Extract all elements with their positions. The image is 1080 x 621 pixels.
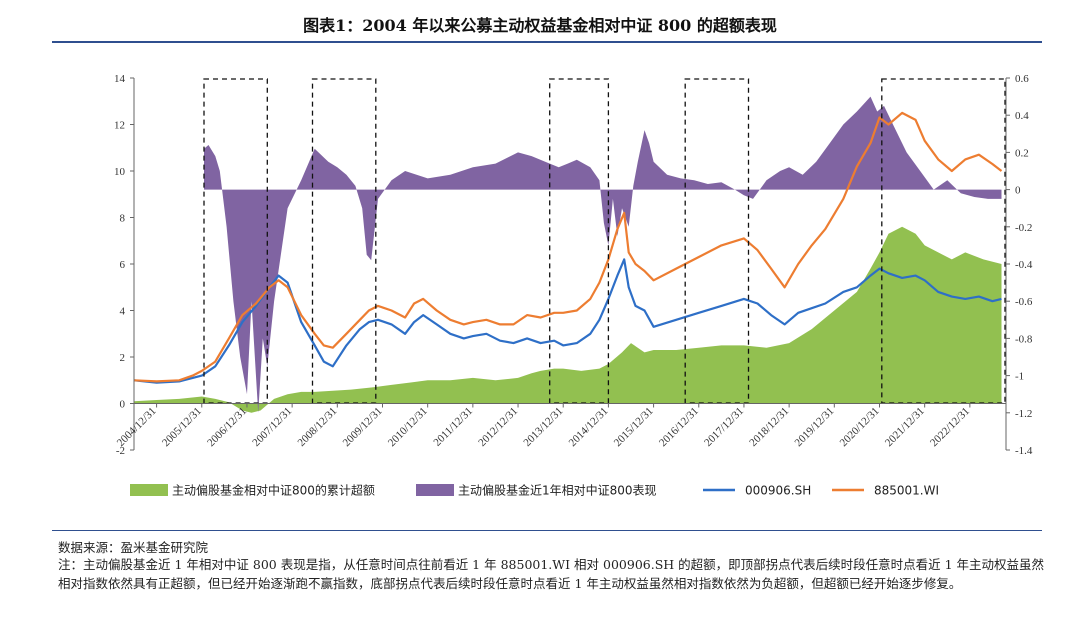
x-tick-label: 2020/12/31 [838, 405, 882, 449]
highlight-box-3 [549, 78, 610, 404]
x-tick-label: 2011/12/31 [431, 405, 475, 449]
x-tick-label: 2006/12/31 [205, 405, 249, 449]
chart-note: 注：主动偏股基金近 1 年相对中证 800 表现是指，从任意时间点往前看近 1 … [58, 557, 1045, 591]
x-tick-label: 2005/12/31 [160, 405, 204, 449]
x-tick-label: 2009/12/31 [341, 405, 385, 449]
x-tick-label: 2017/12/31 [702, 405, 746, 449]
x-tick-label: 2004/12/31 [115, 405, 159, 449]
x-tick-label: 2014/12/31 [567, 405, 611, 449]
y-right-tick-label: -1 [1015, 371, 1024, 383]
x-tick-label: 2022/12/31 [928, 405, 972, 449]
title-divider [52, 41, 1042, 43]
y-right-tick-label: -1.2 [1015, 408, 1032, 420]
y-right-tick-label: -0.6 [1015, 296, 1033, 308]
y-right-tick-label: -1.4 [1015, 445, 1033, 457]
legend-swatch-1 [130, 484, 168, 496]
y-right-tick-label: 0.4 [1015, 110, 1029, 122]
x-tick-label: 2015/12/31 [612, 405, 656, 449]
y-left-tick-label: 4 [120, 306, 126, 318]
data-source: 数据来源：盈米基金研究院 [58, 540, 209, 555]
x-tick-label: 2019/12/31 [793, 405, 837, 449]
y-right-tick-label: -0.8 [1015, 333, 1033, 345]
x-tick-label: 2016/12/31 [657, 405, 701, 449]
chart-title: 图表1：2004 年以来公募主动权益基金相对中证 800 的超额表现 [303, 16, 777, 35]
chart: -2 0 2 4 6 8 10 12 14 -1.4 -1.2 -1 -0.8 -0.6 -0.4 -0.2 0… [114, 73, 1033, 498]
y-right-tick-label: -0.4 [1015, 259, 1033, 271]
legend-label-3: 000906.SH [745, 484, 811, 498]
legend-swatch-2 [416, 484, 454, 496]
y-left-tick-label: 14 [114, 73, 126, 85]
x-tick-label: 2021/12/31 [883, 405, 927, 449]
x-tick-label: 2013/12/31 [521, 405, 565, 449]
legend-label-2: 主动偏股基金近1年相对中证800表现 [458, 483, 657, 498]
x-tick-label: 2007/12/31 [250, 405, 294, 449]
footer-divider [52, 530, 1042, 531]
legend-label-4: 885001.WI [874, 484, 939, 498]
y-right-tick-label: -0.2 [1015, 222, 1032, 234]
y-left-tick-label: 6 [120, 259, 126, 271]
y-left-tick-label: 0 [120, 399, 126, 411]
area-series-1 [134, 226, 1002, 413]
y-right-tick-label: 0.2 [1015, 147, 1029, 159]
x-tick-label: 2012/12/31 [476, 405, 520, 449]
x-tick-label: 2018/12/31 [747, 405, 791, 449]
y-right-tick-label: 0.6 [1015, 73, 1029, 85]
area-series-2 [204, 96, 1002, 413]
y-left-tick-label: 2 [120, 352, 126, 364]
y-left-tick-label: -2 [116, 445, 125, 457]
legend-label-1: 主动偏股基金相对中证800的累计超额 [172, 483, 375, 498]
y-right-tick-label: 0 [1015, 185, 1021, 197]
x-tick-label: 2008/12/31 [296, 405, 340, 449]
x-tick-label: 2010/12/31 [386, 405, 430, 449]
y-left-tick-label: 10 [114, 166, 126, 178]
y-left-tick-label: 12 [114, 120, 125, 132]
y-left-tick-label: 8 [120, 213, 126, 225]
line-series-2 [134, 111, 1003, 383]
